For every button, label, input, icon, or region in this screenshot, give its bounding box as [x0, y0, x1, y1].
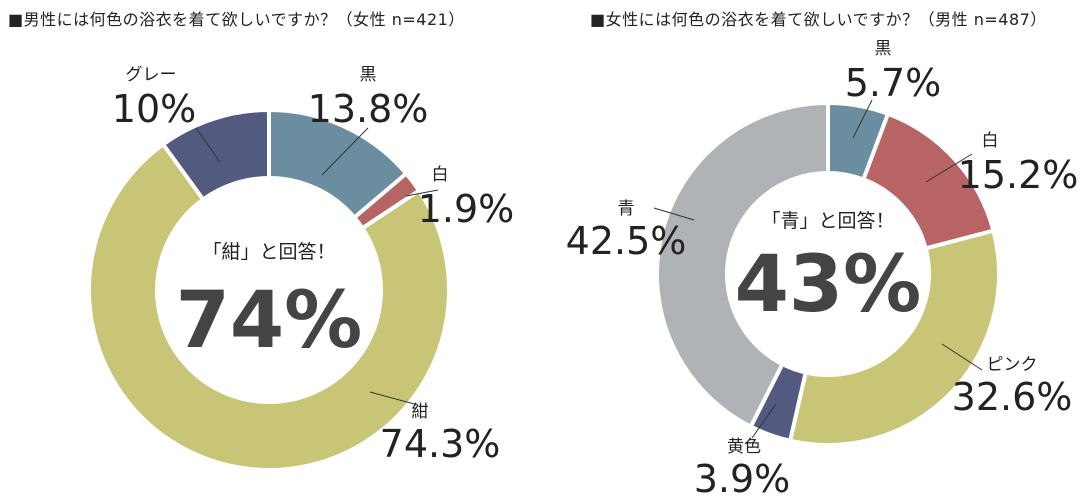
slice-category-label: 黒 — [875, 39, 892, 59]
slice-category-label: ピンク — [987, 355, 1038, 375]
slice-category-label: 黄色 — [727, 437, 761, 457]
leader-line — [405, 189, 439, 197]
slice-value-label: 74.3% — [380, 422, 501, 466]
slice-category-label: 黒 — [360, 65, 377, 85]
slice-category-label: 紺 — [412, 402, 429, 422]
donut-slice — [87, 141, 451, 472]
leader-line — [653, 207, 695, 221]
slice-category-label: グレー — [126, 65, 177, 85]
slice-value-label: 42.5% — [566, 219, 687, 263]
leader-line — [941, 343, 983, 371]
chart-title-right: ■女性には何色の浴衣を着て欲しいですか？（男性 n=487） — [590, 10, 1047, 29]
leader-line — [852, 99, 873, 139]
leader-line — [751, 403, 777, 439]
center-percent-left: 74% — [176, 276, 363, 366]
center-caption-right: 「青」と回答！ — [761, 210, 894, 232]
donut-slice — [160, 107, 271, 203]
slice-category-label: 白 — [432, 165, 449, 185]
center-percent-right: 43% — [735, 240, 922, 330]
slice-value-label: 1.9% — [418, 187, 515, 231]
donut-slice — [655, 100, 830, 430]
slice-value-label: 5.7% — [845, 61, 942, 105]
leader-line — [195, 127, 221, 163]
slice-category-label: 白 — [982, 131, 999, 151]
slice-value-label: 10% — [112, 87, 196, 131]
leader-line — [925, 153, 973, 183]
center-caption-left: 「紺」と回答！ — [202, 241, 335, 263]
chart-title-left: ■男性には何色の浴衣を着て欲しいですか？（女性 n=421） — [8, 10, 465, 29]
slice-value-label: 15.2% — [958, 153, 1079, 197]
slice-value-label: 32.6% — [952, 375, 1073, 419]
leader-line — [321, 127, 369, 176]
slice-category-label: 青 — [618, 199, 635, 219]
donut-slice — [787, 228, 1001, 447]
slice-value-label: 3.9% — [694, 457, 791, 501]
leader-line — [369, 391, 419, 406]
slice-value-label: 13.8% — [308, 87, 429, 131]
